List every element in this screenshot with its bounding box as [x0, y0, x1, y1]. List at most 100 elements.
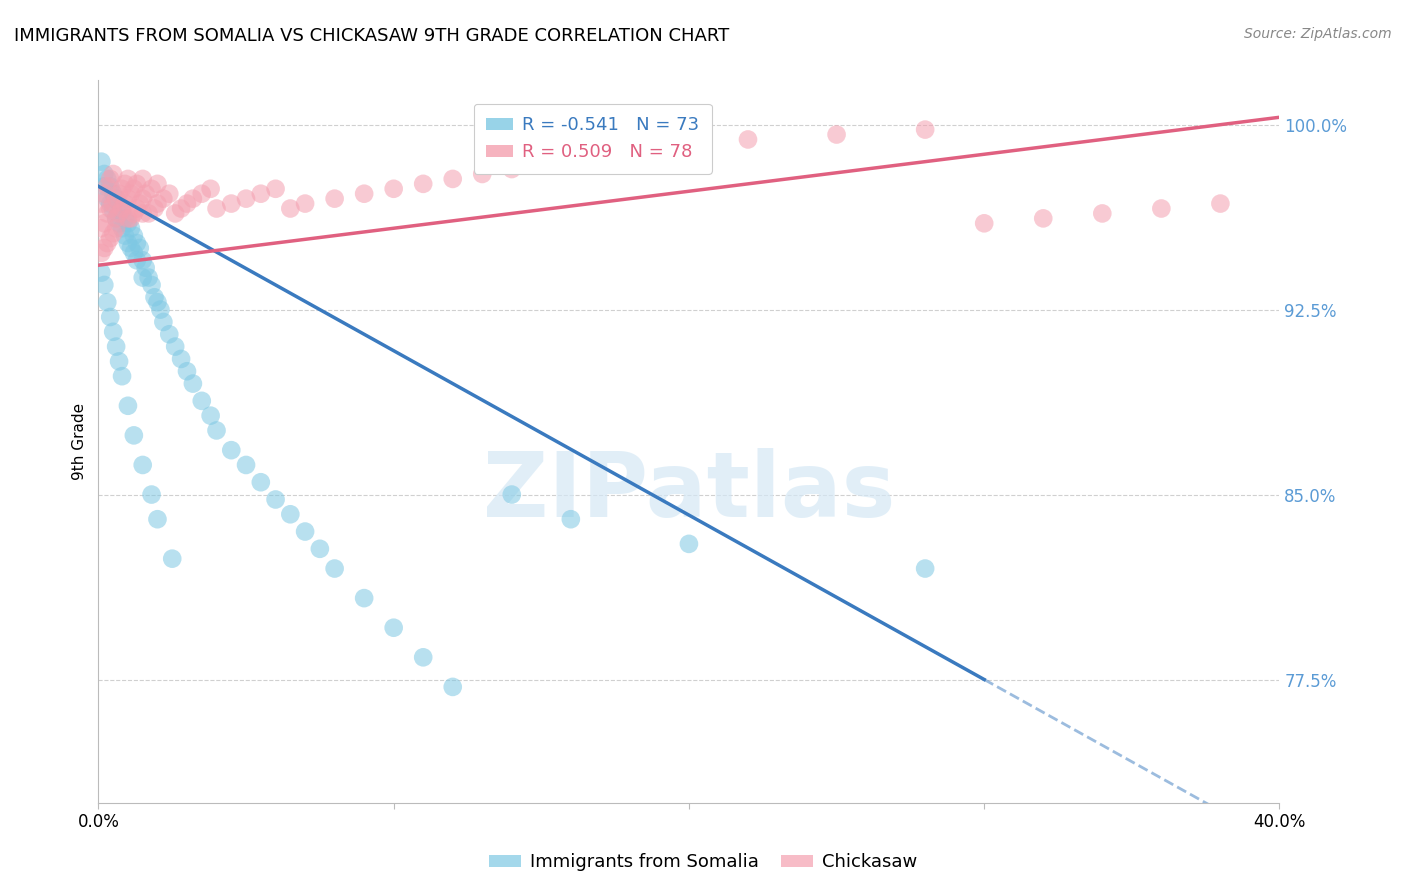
Point	[114, 228, 136, 243]
Text: IMMIGRANTS FROM SOMALIA VS CHICKASAW 9TH GRADE CORRELATION CHART: IMMIGRANTS FROM SOMALIA VS CHICKASAW 9TH…	[14, 27, 730, 45]
Point	[619, 142, 641, 156]
Point	[96, 172, 118, 186]
Text: Source: ZipAtlas.com: Source: ZipAtlas.com	[1244, 27, 1392, 41]
Point	[165, 340, 187, 354]
Point	[825, 128, 848, 142]
Point	[93, 186, 115, 201]
Point	[501, 487, 523, 501]
Point	[152, 315, 174, 329]
Point	[128, 241, 150, 255]
Point	[191, 393, 214, 408]
Point	[103, 196, 125, 211]
Point	[162, 551, 183, 566]
Point	[132, 192, 155, 206]
Point	[93, 241, 115, 255]
Point	[560, 512, 582, 526]
Point	[103, 226, 125, 240]
Point	[914, 122, 936, 136]
Point	[141, 277, 163, 292]
Point	[120, 186, 142, 201]
Point	[250, 186, 273, 201]
Point	[132, 172, 155, 186]
Point	[181, 376, 204, 391]
Point	[221, 443, 243, 458]
Point	[1032, 211, 1054, 226]
Point	[221, 196, 243, 211]
Point	[170, 202, 193, 216]
Point	[141, 487, 163, 501]
Point	[122, 228, 145, 243]
Point	[1209, 196, 1232, 211]
Point	[125, 253, 148, 268]
Point	[111, 202, 134, 216]
Point	[441, 172, 464, 186]
Point	[235, 458, 257, 472]
Point	[98, 310, 121, 324]
Point	[250, 475, 273, 490]
Point	[90, 266, 112, 280]
Point	[90, 154, 112, 169]
Point	[117, 235, 139, 250]
Point	[170, 351, 193, 366]
Point	[280, 202, 302, 216]
Point	[205, 202, 228, 216]
Point	[135, 186, 157, 201]
Point	[530, 157, 553, 171]
Point	[471, 167, 494, 181]
Point	[146, 177, 169, 191]
Point	[157, 186, 180, 201]
Point	[120, 211, 142, 226]
Point	[90, 196, 112, 211]
Point	[96, 192, 118, 206]
Point	[103, 167, 125, 181]
Point	[382, 182, 405, 196]
Point	[111, 204, 134, 219]
Point	[90, 221, 112, 235]
Text: ZIPatlas: ZIPatlas	[482, 448, 896, 536]
Point	[117, 192, 139, 206]
Point	[737, 132, 759, 146]
Legend: R = -0.541   N = 73, R = 0.509   N = 78: R = -0.541 N = 73, R = 0.509 N = 78	[474, 103, 711, 174]
Point	[111, 182, 134, 196]
Point	[103, 186, 125, 201]
Point	[96, 235, 118, 250]
Point	[98, 172, 121, 186]
Point	[120, 241, 142, 255]
Point	[501, 162, 523, 177]
Point	[93, 179, 115, 194]
Point	[98, 231, 121, 245]
Point	[152, 192, 174, 206]
Point	[678, 537, 700, 551]
Point	[105, 221, 128, 235]
Point	[117, 172, 139, 186]
Point	[108, 196, 131, 211]
Point	[111, 221, 134, 235]
Point	[122, 246, 145, 260]
Point	[98, 179, 121, 194]
Point	[146, 512, 169, 526]
Point	[125, 235, 148, 250]
Point	[108, 206, 131, 220]
Point	[973, 216, 995, 230]
Point	[441, 680, 464, 694]
Point	[323, 561, 346, 575]
Point	[353, 591, 375, 606]
Point	[111, 369, 134, 384]
Point	[90, 246, 112, 260]
Point	[200, 409, 222, 423]
Point	[138, 206, 160, 220]
Point	[122, 182, 145, 196]
Point	[105, 211, 128, 226]
Point	[96, 206, 118, 220]
Point	[93, 167, 115, 181]
Point	[1150, 202, 1173, 216]
Legend: Immigrants from Somalia, Chickasaw: Immigrants from Somalia, Chickasaw	[481, 847, 925, 879]
Point	[294, 196, 316, 211]
Point	[264, 182, 287, 196]
Point	[143, 290, 166, 304]
Point	[412, 650, 434, 665]
Point	[149, 302, 172, 317]
Point	[914, 561, 936, 575]
Point	[132, 458, 155, 472]
Point	[108, 216, 131, 230]
